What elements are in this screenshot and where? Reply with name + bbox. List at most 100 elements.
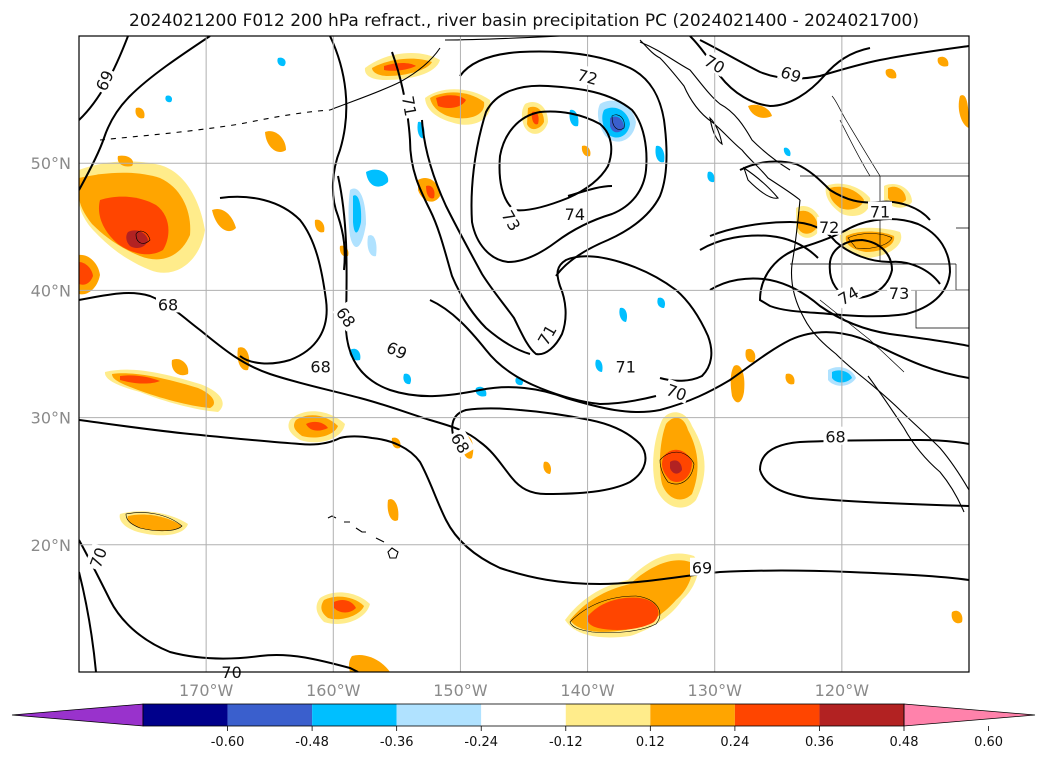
precip-contour-outline — [125, 114, 893, 634]
contour-line — [79, 419, 969, 586]
lon-tick-label: 120°W — [815, 681, 870, 700]
lon-tick-label: 170°W — [179, 681, 234, 700]
precip-outline-segment — [847, 233, 893, 249]
contour-label-text: 68 — [825, 428, 845, 447]
precip-positive-patch — [531, 111, 539, 125]
island-vancouver — [742, 166, 779, 199]
contour-label: 73 — [887, 282, 912, 303]
contour-label-bg — [447, 427, 476, 458]
lon-tick-label: 130°W — [688, 681, 743, 700]
precip-positive-patch — [670, 460, 682, 474]
contour-label-bg — [84, 542, 110, 572]
precip-negative-patch — [353, 195, 362, 233]
precip-positive-patch — [745, 348, 756, 363]
precip-outline-segment — [125, 512, 183, 532]
colorbar-swatch — [734, 704, 820, 726]
coastline-alaska — [329, 36, 791, 171]
precip-positive-patch — [314, 219, 325, 233]
contour-line — [429, 299, 657, 406]
precip-positive-patch — [127, 514, 182, 531]
contour-label: 72 — [817, 216, 842, 237]
contour-label-bg — [156, 294, 180, 313]
contour-label: 69 — [690, 557, 714, 578]
contour-line — [759, 438, 969, 507]
contour-label: 68 — [823, 426, 848, 447]
precip-negative-patch — [783, 147, 791, 157]
precip-positive-patch — [785, 373, 795, 385]
contour-label: 68 — [308, 356, 333, 377]
lat-tick-label: 20°N — [31, 536, 71, 555]
precip-negative-patch — [657, 297, 666, 308]
precip-positive-patch — [937, 56, 949, 67]
contour-label-bg — [613, 356, 638, 375]
contour-line — [79, 36, 211, 191]
contour-label-bg — [662, 378, 692, 404]
colorbar-extend-max — [903, 703, 1036, 727]
contour-label-bg — [832, 280, 863, 309]
precip-positive-patch — [587, 597, 659, 630]
precip-positive-patch — [348, 654, 390, 672]
contour-line — [391, 51, 531, 355]
contour-label-bg — [308, 356, 333, 375]
precip-negative-patch — [165, 95, 173, 103]
contour-line — [79, 539, 359, 672]
contour-line — [421, 119, 713, 382]
colorbar-tick-label: -0.60 — [211, 735, 245, 750]
precip-negative-patch — [403, 373, 412, 385]
precip-positive-patch — [98, 196, 169, 255]
lat-tick-label: 30°N — [31, 409, 71, 428]
graticule — [79, 36, 969, 672]
colorbar-tick-label: 0.24 — [720, 735, 749, 750]
precip-positive-patch — [171, 358, 189, 376]
precip-positive-patch — [135, 107, 145, 119]
contour-label-bg — [573, 63, 602, 88]
precip-positive-patch — [79, 262, 93, 285]
contour-label-text: 69 — [692, 559, 712, 578]
precip-negative-patch — [655, 145, 665, 163]
contour-line — [337, 175, 969, 414]
contour-label: 68 — [156, 294, 180, 314]
precip-positive-patch — [581, 145, 591, 157]
contour-line — [219, 195, 328, 365]
contour-label-bg — [817, 216, 842, 235]
precip-positive-patch — [748, 104, 772, 118]
colorbar: -0.60 -0.48 -0.36 -0.24 -0.12 0.12 0.24 0.36 0.4… — [11, 703, 1036, 750]
precip-positive-patch — [120, 375, 160, 384]
precip-negative-patch — [595, 359, 603, 372]
contour-label-bg — [382, 336, 412, 363]
contour-label-bg — [562, 204, 587, 223]
contour-line — [709, 220, 941, 285]
coastlines — [99, 36, 969, 559]
colorbar-swatch — [565, 704, 651, 726]
contour-label-text: 68 — [158, 295, 178, 314]
coastline-baja — [867, 375, 965, 513]
coastline-bc — [639, 39, 801, 201]
contour-label-bg — [887, 282, 912, 301]
precip-positive-patch — [951, 610, 963, 624]
colorbar-tick-label: -0.36 — [380, 735, 414, 750]
contour-label-text: 68 — [310, 358, 330, 377]
contour-label-text: 71 — [398, 94, 420, 117]
lat-tick-label: 50°N — [31, 154, 71, 173]
precip-outline-segment — [135, 230, 151, 244]
colorbar-swatch — [819, 704, 904, 726]
contour-label-bg — [776, 60, 806, 86]
colorbar-frame — [142, 703, 905, 727]
border-bc-alberta — [831, 95, 881, 177]
colorbar-swatch — [227, 704, 313, 726]
contour-label: 71 — [398, 92, 422, 120]
lon-tick-label: 150°W — [433, 681, 488, 700]
precip-positive-patch — [334, 600, 356, 613]
contour-label-text: 72 — [819, 218, 839, 237]
contour-label: 72 — [573, 63, 602, 89]
precip-positive-patch — [265, 131, 286, 152]
contour-label: 71 — [868, 201, 892, 222]
precip-positive-patch — [384, 63, 416, 71]
contour-label-bg — [399, 92, 422, 120]
map-background — [79, 36, 969, 672]
axis-labels: 170°W 160°W 150°W 140°W 130°W 120°W 20°N 30°N 40… — [31, 154, 870, 700]
lon-tick-label: 140°W — [560, 681, 615, 700]
contour-label-bg — [532, 319, 560, 350]
colorbar-swatch — [650, 704, 735, 726]
